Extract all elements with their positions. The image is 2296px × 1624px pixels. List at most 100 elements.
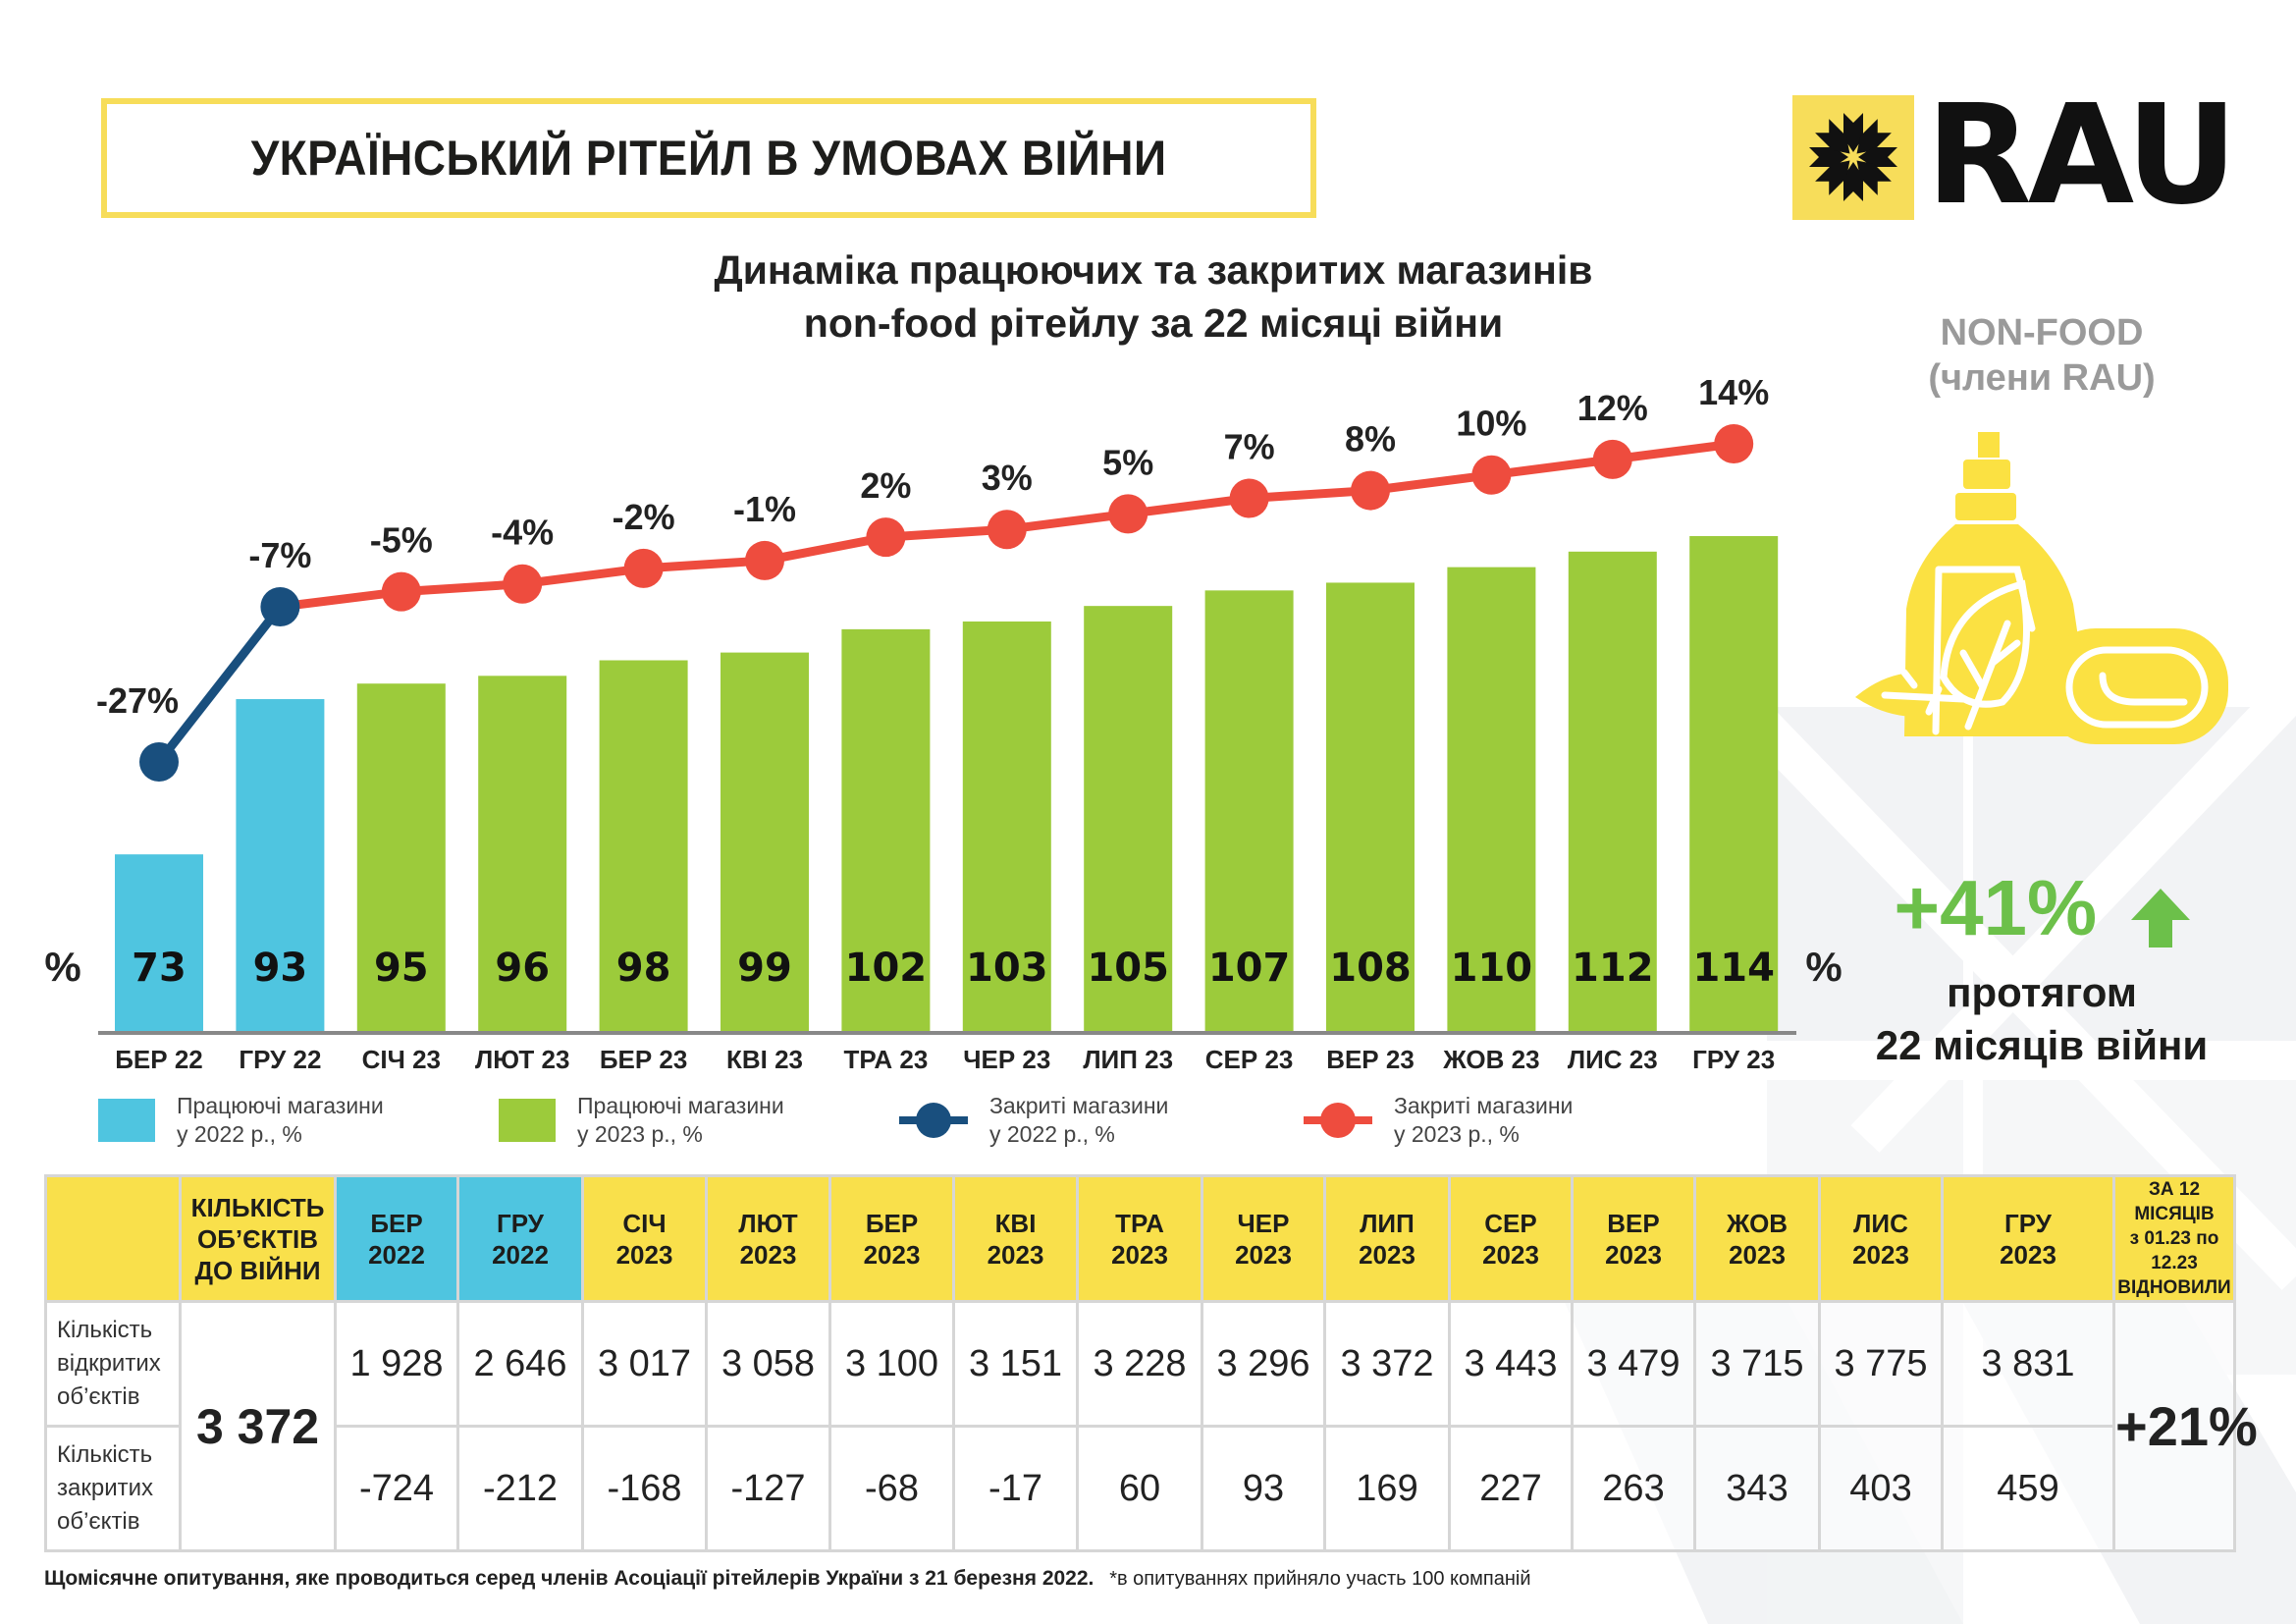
table-header-row: КІЛЬКІСТЬ ОБ’ЄКТІВ ДО ВІЙНИ БЕР 2022 ГРУ 2022 С…: [44, 1174, 2236, 1303]
line-point-10: [1351, 470, 1390, 511]
header-month: БЕР 2022: [334, 1174, 459, 1303]
table-cell: 169: [1323, 1425, 1451, 1552]
line-segment-4: [643, 556, 766, 573]
growth-caption-line-2: 22 місяців війни: [1875, 1022, 2209, 1069]
legend-item: Закриті магазини у 2022 р., %: [899, 1092, 1168, 1149]
table-cell: -17: [952, 1425, 1079, 1552]
header-month-year: 2023: [2000, 1239, 2056, 1270]
legend-line-marker: [899, 1103, 968, 1138]
header-month-name: БЕР: [865, 1208, 919, 1238]
line-segment-12: [1612, 439, 1735, 464]
x-tick-label: СІЧ 23: [362, 1045, 441, 1074]
bar-value-label: 110: [1451, 946, 1533, 991]
row-label-line: закритих: [57, 1475, 154, 1501]
line-point-0: [139, 742, 179, 782]
line-segment-6: [885, 524, 1008, 542]
header-month: ЛЮТ 2023: [705, 1174, 831, 1303]
legend-item: Закриті магазини у 2023 р., %: [1304, 1092, 1573, 1149]
table-row: Кількість відкритих об’єктів 3 372 1 928 2 64…: [44, 1300, 2258, 1552]
x-tick-label: ЧЕР 23: [963, 1045, 1050, 1074]
line-value-label: 12%: [1577, 388, 1648, 428]
line-point-1: [260, 587, 300, 626]
bar-12: [1568, 551, 1657, 1033]
header-month: ЛИП 2023: [1323, 1174, 1451, 1303]
table-cell: 3 443: [1448, 1300, 1574, 1428]
header-month-year: 2023: [615, 1239, 673, 1270]
bar-6: [841, 628, 931, 1033]
legend-line-marker: [1304, 1103, 1372, 1138]
header-month: ЛИС 2023: [1818, 1174, 1944, 1303]
bar-5: [721, 652, 809, 1033]
header-month: БЕР 2023: [828, 1174, 955, 1303]
header-month-name: СЕР: [1484, 1208, 1537, 1238]
legend-label-line-2: у 2023 р., %: [1394, 1121, 1520, 1147]
line-point-9: [1229, 478, 1269, 518]
header-month-year: 2023: [1482, 1239, 1539, 1270]
bar-value-label: 112: [1572, 946, 1654, 991]
line-segment-8: [1127, 494, 1251, 518]
summary-value: +21%: [2112, 1300, 2258, 1552]
header-empty: [44, 1174, 182, 1303]
table-cell: 3 151: [952, 1300, 1079, 1428]
header-month: СІЧ 2023: [581, 1174, 708, 1303]
header-prewar-line: КІЛЬКІСТЬ: [190, 1192, 325, 1222]
logo-text: RAU: [1926, 76, 2238, 236]
line-value-label: -2%: [613, 497, 675, 537]
table-cell: 3 372: [1323, 1300, 1451, 1428]
x-tick-label: ГРУ 22: [239, 1045, 321, 1074]
growth-value: +41%: [1894, 864, 2098, 951]
bar-value-label: 95: [374, 946, 429, 991]
line-segment-2: [400, 579, 523, 597]
line-value-label: -7%: [248, 535, 311, 575]
logo-square: [1792, 95, 1914, 220]
x-tick-label: БЕР 22: [115, 1045, 203, 1074]
x-tick-label: ВЕР 23: [1326, 1045, 1415, 1074]
data-table: КІЛЬКІСТЬ ОБ’ЄКТІВ ДО ВІЙНИ БЕР 2022 ГРУ 2022 С…: [44, 1174, 2258, 1552]
growth-caption-line-1: протягом: [1947, 969, 2137, 1016]
line-segment-9: [1249, 486, 1371, 503]
line-point-12: [1592, 439, 1632, 479]
line-point-4: [623, 548, 664, 588]
legend-swatch: [499, 1099, 556, 1142]
bar-8: [1084, 606, 1173, 1033]
table-cell: 459: [1941, 1425, 2115, 1552]
table-cell: 1 928: [334, 1300, 459, 1428]
table-cell: 2 646: [456, 1300, 584, 1428]
legend-label-line-1: Працюючі магазини: [177, 1093, 384, 1118]
bar-4: [599, 660, 688, 1033]
growth-summary: +41% протягом 22 місяців війни: [1845, 864, 2238, 1072]
table-cell: 60: [1076, 1425, 1203, 1552]
line-value-label: -27%: [96, 680, 179, 721]
table-cell: 3 017: [581, 1300, 708, 1428]
header-month-name: КВІ: [994, 1208, 1037, 1238]
line-value-label: -4%: [491, 513, 554, 553]
line-point-8: [1108, 494, 1148, 534]
row-label-line: об’єктів: [57, 1383, 140, 1410]
line-segment-3: [521, 564, 645, 589]
line-segment-1: [279, 587, 402, 612]
table-cell: -127: [705, 1425, 831, 1552]
header-month-year: 2023: [1852, 1239, 1909, 1270]
bar-13: [1689, 536, 1779, 1033]
chart-subtitle: Динаміка працюючих та закритих магазинів…: [550, 244, 1757, 350]
bar-value-label: 98: [616, 946, 671, 991]
header-summary: ЗА 12 МІСЯЦІВ з 01.23 по 12.23 ВІДНОВИЛИ: [2112, 1174, 2236, 1303]
bar-value-label: 103: [966, 946, 1048, 991]
table-row: Кількість закритих об’єктів -724 -212 -168 -12…: [44, 1425, 2235, 1552]
header-month-year: 2023: [1605, 1239, 1662, 1270]
header-summary-line: з 01.23 по 12.23: [2129, 1228, 2219, 1273]
table-cell: 3 058: [705, 1300, 831, 1428]
line-value-label: 5%: [1102, 442, 1153, 482]
row-label-line: Кількість: [57, 1441, 153, 1468]
line-segment-10: [1369, 470, 1492, 496]
line-segment-11: [1490, 455, 1614, 480]
x-tick-label: ГРУ 23: [1692, 1045, 1775, 1074]
x-tick-label: ТРА 23: [843, 1045, 928, 1074]
bar-value-label: 105: [1087, 946, 1169, 991]
line-value-label: -1%: [733, 489, 796, 529]
table-cell: 403: [1818, 1425, 1944, 1552]
legend-label: Закриті магазини у 2023 р., %: [1394, 1092, 1573, 1149]
header-month-name: ГРУ: [2004, 1208, 2052, 1238]
row-label: Кількість закритих об’єктів: [44, 1425, 182, 1552]
legend-swatch: [98, 1099, 155, 1142]
